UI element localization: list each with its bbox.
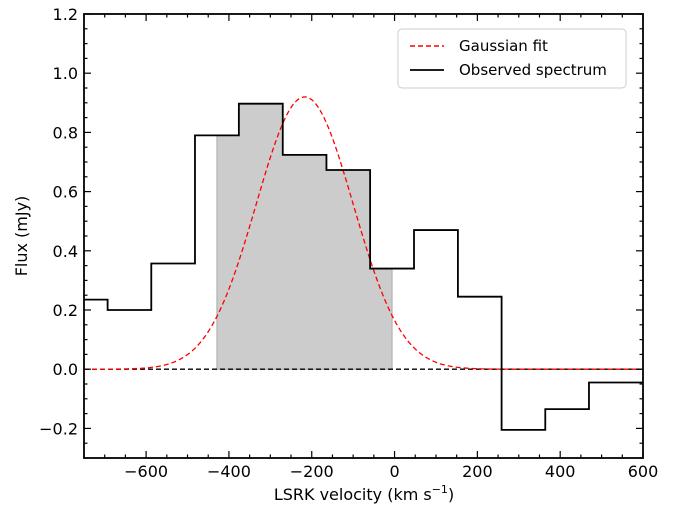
x-axis-label-close: ) — [448, 485, 454, 504]
observed-spectrum-line — [84, 102, 643, 431]
legend-observed-label: Observed spectrum — [459, 61, 607, 79]
y-tick-labels: −0.2 0.0 0.2 0.4 0.6 0.8 1.0 1.2 — [39, 5, 78, 438]
shaded-region-layer — [216, 103, 393, 370]
y-tick-label: 0.8 — [53, 123, 78, 142]
legend-box — [397, 28, 627, 89]
x-tick-label: 600 — [628, 462, 659, 481]
legend-gaussian-label: Gaussian fit — [459, 37, 548, 55]
y-tick-label: 0.0 — [53, 360, 78, 379]
x-tick-label: 200 — [462, 462, 493, 481]
y-tick-label: 0.4 — [53, 242, 78, 261]
legend: Gaussian fit Observed spectrum — [397, 28, 627, 89]
x-tick-label: 400 — [545, 462, 576, 481]
x-tick-labels: −600 −400 −200 0 200 400 600 — [124, 462, 658, 481]
y-tick-label: 1.0 — [53, 64, 78, 83]
x-axis-label-main: LSRK velocity (km s — [274, 485, 432, 504]
x-tick-label: −400 — [207, 462, 251, 481]
x-tick-label: 0 — [389, 462, 399, 481]
y-axis-label: Flux (mJy) — [12, 196, 31, 277]
x-axis-label: LSRK velocity (km s−1) — [274, 483, 454, 504]
x-tick-label: −600 — [124, 462, 168, 481]
tick-layer — [83, 13, 644, 459]
gaussian-fit-line — [84, 96, 643, 370]
y-tick-label: −0.2 — [39, 419, 78, 438]
y-tick-label: 1.2 — [53, 5, 78, 24]
x-tick-label: −200 — [290, 462, 334, 481]
x-axis-label-superscript: −1 — [432, 483, 448, 496]
y-tick-label: 0.2 — [53, 301, 78, 320]
observed-spectrum-layer — [84, 102, 643, 431]
y-tick-label: 0.6 — [53, 183, 78, 202]
shaded-region — [216, 103, 393, 370]
gaussian-fit-layer — [84, 96, 643, 370]
